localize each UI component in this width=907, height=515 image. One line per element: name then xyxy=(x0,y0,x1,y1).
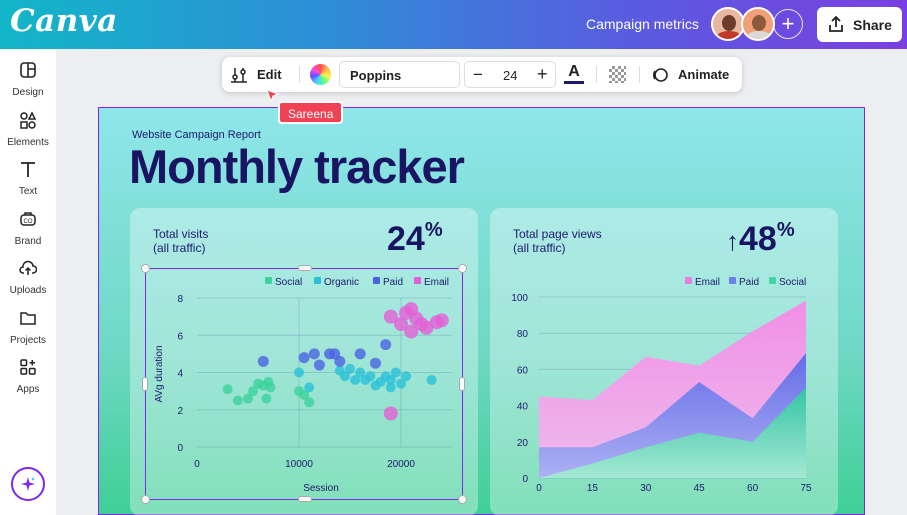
pageviews-value: 48 xyxy=(739,220,777,258)
left-sidebar: Design Elements Text CO Brand Uploads xyxy=(0,49,56,515)
add-collaborator-button[interactable]: + xyxy=(773,9,803,39)
sidebar-item-label: Text xyxy=(18,186,38,197)
pageviews-card-label: Total page views (all traffic) xyxy=(513,227,653,255)
sidebar-item-label: Design xyxy=(12,87,44,98)
apps-grid-icon xyxy=(20,359,36,375)
decrease-font-size-button[interactable]: − xyxy=(473,65,483,84)
visits-value: 24 xyxy=(387,220,425,258)
sidebar-item-label: Apps xyxy=(16,384,40,395)
svg-text:CO: CO xyxy=(24,219,33,225)
adjust-sliders-icon xyxy=(231,68,247,83)
collaborator-name-tag: Sareena xyxy=(278,101,344,124)
transparency-icon[interactable] xyxy=(609,66,626,83)
font-size-stepper[interactable]: − 24 + xyxy=(464,61,556,88)
font-family-select[interactable]: Poppins xyxy=(339,61,460,88)
share-button[interactable]: Share xyxy=(817,7,902,42)
text-color-swatch xyxy=(564,81,584,84)
sidebar-item-brand[interactable]: CO Brand xyxy=(0,210,56,256)
resize-handle-bottom[interactable] xyxy=(298,496,312,502)
brand-icon: CO xyxy=(20,212,36,226)
resize-handle-right[interactable] xyxy=(459,377,465,391)
sidebar-item-label: Brand xyxy=(14,236,42,247)
toolbar-divider xyxy=(596,66,597,83)
pageviews-label-line1: Total page views xyxy=(513,227,602,241)
edit-label: Edit xyxy=(257,67,282,82)
collaborator-avatar-1[interactable] xyxy=(711,7,745,41)
text-color-button[interactable]: A xyxy=(564,63,584,85)
toolbar-divider xyxy=(639,66,640,83)
folder-icon xyxy=(20,312,36,325)
resize-handle-left[interactable] xyxy=(142,377,148,391)
sidebar-item-apps[interactable]: Apps xyxy=(0,358,56,404)
pageviews-unit: % xyxy=(776,218,795,241)
sidebar-item-design[interactable]: Design xyxy=(0,61,56,107)
visits-label-line1: Total visits xyxy=(153,227,209,241)
resize-handle-tl[interactable] xyxy=(141,264,150,273)
sparkle-icon xyxy=(21,477,35,491)
sidebar-item-projects[interactable]: Projects xyxy=(0,309,56,355)
collaborator-cursor-icon xyxy=(266,89,280,103)
visits-label-line2: (all traffic) xyxy=(153,241,206,255)
up-arrow-icon: ↑ xyxy=(726,226,739,256)
share-label: Share xyxy=(853,17,892,33)
toolbar-divider xyxy=(299,66,300,83)
pageviews-card[interactable]: Total page views (all traffic) ↑48% xyxy=(490,208,838,515)
text-t-icon xyxy=(21,162,35,177)
resize-handle-top[interactable] xyxy=(298,265,312,271)
top-bar: Canva Campaign metrics + Share xyxy=(0,0,907,49)
color-picker-button[interactable] xyxy=(310,64,331,85)
layout-icon xyxy=(20,62,36,78)
sidebar-item-label: Projects xyxy=(9,335,47,346)
canva-logo[interactable]: Canva xyxy=(10,3,118,39)
visits-card-label: Total visits (all traffic) xyxy=(153,227,293,255)
page-title[interactable]: Monthly tracker xyxy=(129,140,465,193)
sidebar-item-elements[interactable]: Elements xyxy=(0,111,56,157)
resize-handle-tr[interactable] xyxy=(458,264,467,273)
collaborator-avatar-2[interactable] xyxy=(741,7,775,41)
page-subtitle[interactable]: Website Campaign Report xyxy=(132,129,261,141)
shapes-icon xyxy=(20,111,37,129)
resize-handle-br[interactable] xyxy=(458,495,467,504)
visits-percentage: 24% xyxy=(387,218,443,259)
magic-button[interactable] xyxy=(11,467,45,501)
animate-icon xyxy=(652,68,668,82)
cloud-upload-icon xyxy=(19,260,37,275)
visits-unit: % xyxy=(424,218,443,241)
increase-font-size-button[interactable]: + xyxy=(537,64,548,84)
text-toolbar: Edit Poppins − 24 + A Animate xyxy=(222,57,742,92)
pageviews-label-line2: (all traffic) xyxy=(513,241,566,255)
pageviews-percentage: ↑48% xyxy=(726,218,795,259)
chart-selection-box[interactable] xyxy=(145,268,463,500)
sidebar-item-label: Elements xyxy=(7,137,49,148)
document-title[interactable]: Campaign metrics xyxy=(586,16,699,32)
share-icon xyxy=(829,15,843,32)
sidebar-item-text[interactable]: Text xyxy=(0,160,56,206)
sidebar-item-label: Uploads xyxy=(9,285,47,296)
animate-label: Animate xyxy=(678,67,730,82)
text-color-icon: A xyxy=(568,63,580,80)
resize-handle-bl[interactable] xyxy=(141,495,150,504)
font-size-value[interactable]: 24 xyxy=(503,68,518,83)
sidebar-item-uploads[interactable]: Uploads xyxy=(0,259,56,305)
